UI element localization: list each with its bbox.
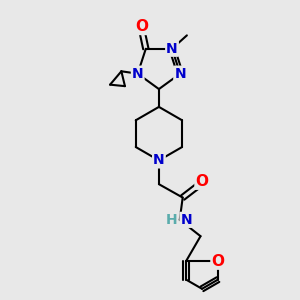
Text: N: N — [166, 42, 178, 56]
Text: N: N — [153, 153, 165, 167]
Text: N: N — [174, 67, 186, 81]
Text: N: N — [132, 67, 143, 81]
Text: O: O — [212, 254, 224, 269]
Text: H: H — [166, 213, 177, 227]
Text: N: N — [180, 213, 192, 227]
Text: O: O — [196, 174, 208, 189]
Text: O: O — [135, 19, 148, 34]
